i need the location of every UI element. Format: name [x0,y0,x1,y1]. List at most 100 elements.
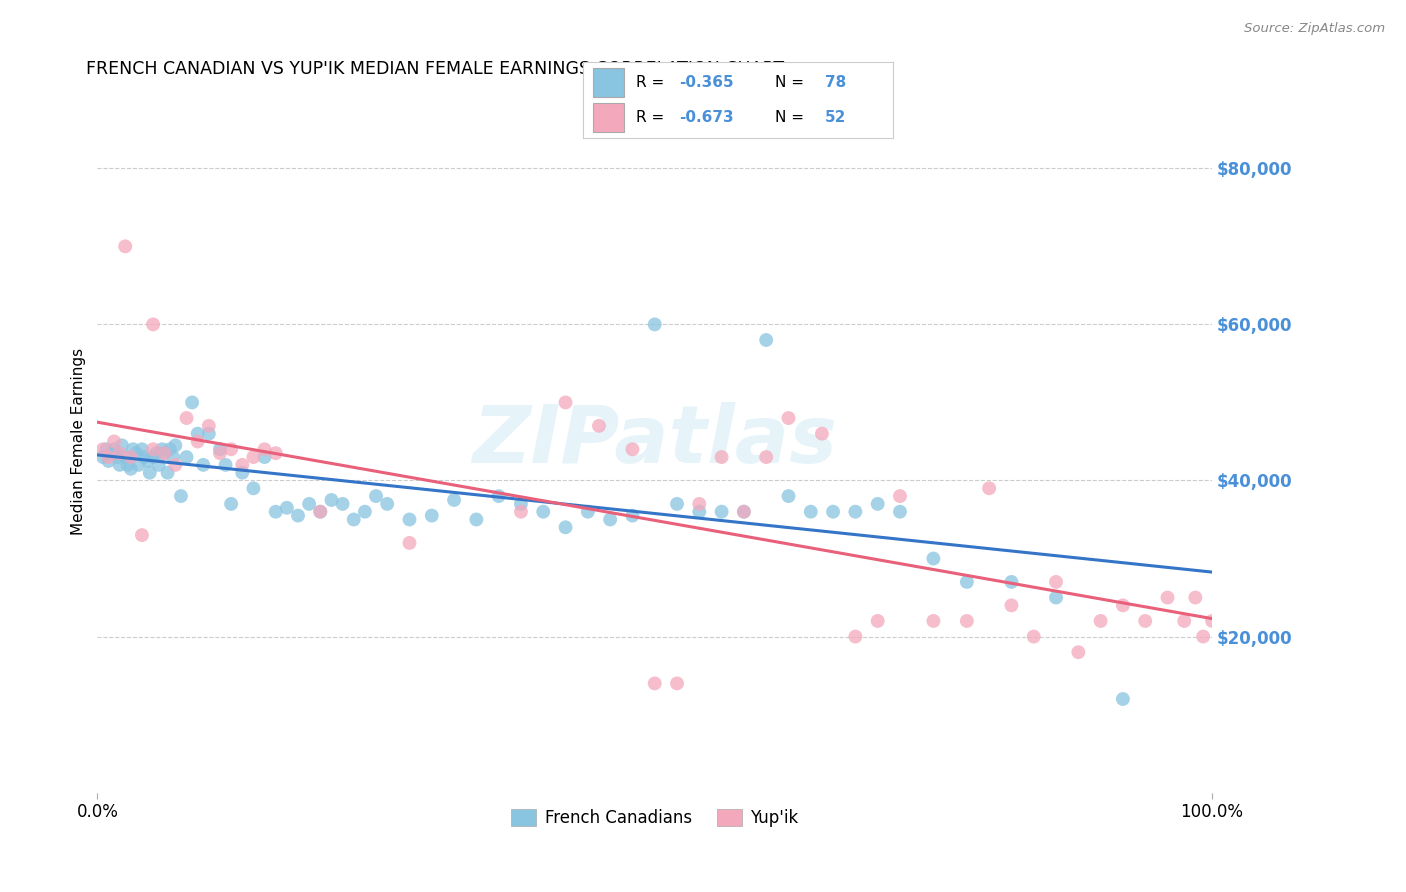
Point [231,466,253,480]
Point [128,458,150,472]
Point [688,497,710,511]
Point [554,395,576,409]
Point [1045,574,1067,589]
Bar [593,68,624,96]
Point [956,614,979,628]
Point [309,505,332,519]
Point [1045,591,1067,605]
Point [231,458,253,472]
Point [688,505,710,519]
Point [153,446,176,460]
Point [156,466,179,480]
Point [176,450,198,464]
Point [159,442,181,457]
Point [866,614,889,628]
Point [755,333,778,347]
Point [142,450,165,464]
Point [644,676,666,690]
Point [142,318,165,332]
Point [153,446,176,460]
Point [114,450,136,464]
Point [187,426,209,441]
Point [621,508,644,523]
Point [465,512,488,526]
Point [242,450,264,464]
Point [364,489,387,503]
Point [375,497,398,511]
Point [97,454,120,468]
Point [198,418,221,433]
Text: N =: N = [775,111,808,125]
Point [554,520,576,534]
Point [120,462,142,476]
Point [242,481,264,495]
Point [889,489,911,503]
Text: -0.673: -0.673 [679,111,734,125]
Point [131,442,153,457]
Point [443,493,465,508]
Point [321,493,343,508]
Point [96,442,118,457]
Point [253,442,276,457]
Point [733,505,755,519]
Point [162,450,184,464]
Point [1192,630,1215,644]
Point [198,426,221,441]
Point [193,458,215,472]
Point [1135,614,1157,628]
Point [208,442,231,457]
Point [176,411,198,425]
Point [103,434,125,449]
Point [219,442,242,457]
Point [956,574,979,589]
Point [148,458,170,472]
Point [979,481,1001,495]
Y-axis label: Median Female Earnings: Median Female Earnings [72,348,86,535]
Point [778,411,800,425]
Point [778,489,800,503]
Point [214,458,236,472]
Point [117,458,139,472]
Point [710,450,733,464]
Point [264,446,287,460]
Point [823,505,845,519]
Point [844,505,866,519]
Point [108,458,131,472]
Point [1112,692,1135,706]
Point [1022,630,1045,644]
Point [181,395,204,409]
Point [108,446,131,460]
Point [599,512,621,526]
Point [1000,574,1022,589]
Text: FRENCH CANADIAN VS YUP'IK MEDIAN FEMALE EARNINGS CORRELATION CHART: FRENCH CANADIAN VS YUP'IK MEDIAN FEMALE … [86,60,785,78]
Text: R =: R = [636,111,669,125]
Point [97,450,120,464]
Point [91,442,114,457]
Text: R =: R = [636,76,669,90]
Point [800,505,823,519]
Point [276,500,298,515]
Point [100,446,122,460]
Point [1156,591,1178,605]
Point [644,318,666,332]
Point [1173,614,1195,628]
Point [588,418,610,433]
Legend: French Canadians, Yup'ik: French Canadians, Yup'ik [505,802,804,833]
Bar [593,103,624,132]
Point [120,450,142,464]
Point [343,512,366,526]
Point [811,426,834,441]
Point [264,505,287,519]
Point [122,442,145,457]
Point [420,508,443,523]
Point [844,630,866,644]
Point [107,450,129,464]
Point [531,505,554,519]
Text: ZIPatlas: ZIPatlas [472,402,837,481]
Text: 78: 78 [825,76,846,90]
Text: -0.365: -0.365 [679,76,734,90]
Point [354,505,377,519]
Point [131,528,153,542]
Point [208,446,231,460]
Point [666,676,689,690]
